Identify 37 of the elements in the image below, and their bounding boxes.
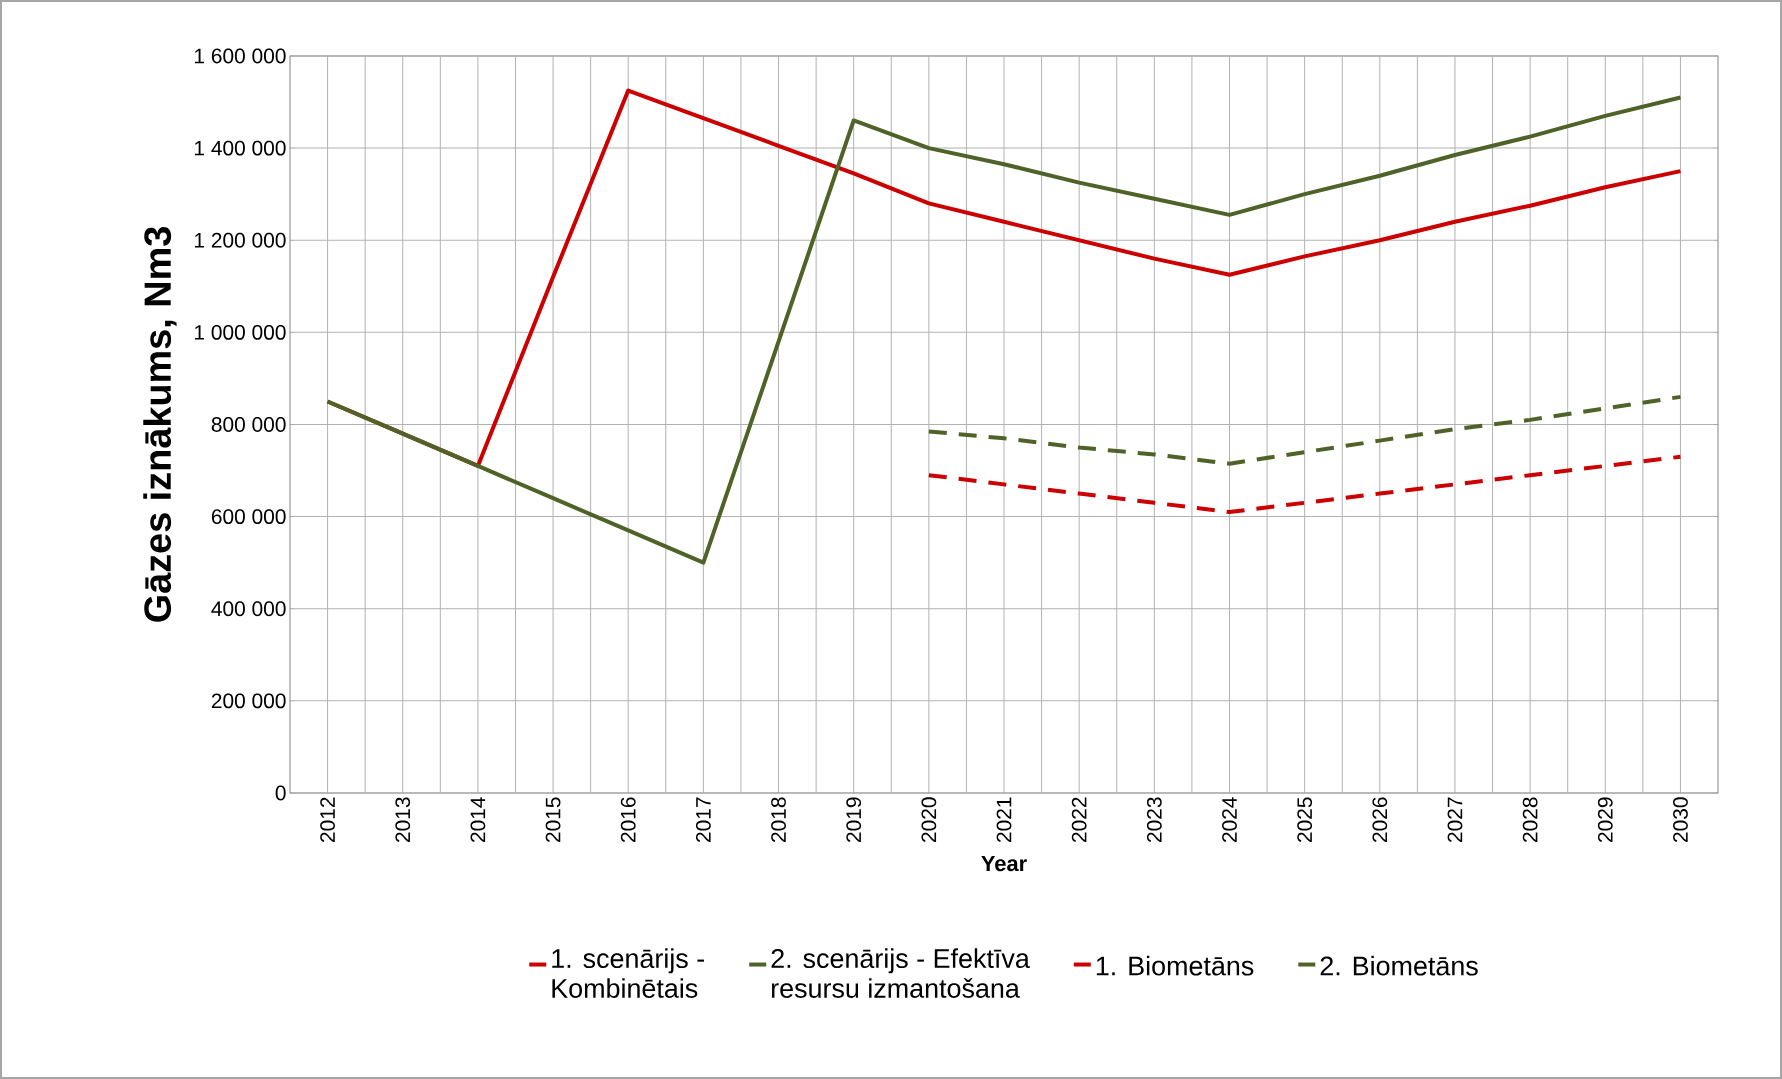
x-tick-label: 2022 — [1071, 797, 1087, 843]
legend-label: 1. Biometāns — [1096, 955, 1254, 976]
x-tick-label: 2027 — [1447, 797, 1463, 843]
x-tick-label: 2026 — [1372, 797, 1388, 843]
x-tick-label: 2028 — [1522, 797, 1538, 843]
legend-label: 2. Biometāns — [1320, 955, 1478, 976]
line-series — [926, 454, 1683, 515]
x-tick-label: 2012 — [320, 797, 335, 843]
x-tick-label: 2017 — [695, 797, 711, 843]
x-axis-title: Year — [981, 855, 1027, 872]
x-tick-label: 2018 — [771, 797, 786, 843]
x-tick-label: 2013 — [395, 797, 411, 843]
y-tick-label: 200 000 — [211, 693, 286, 709]
y-tick-label: 1 000 000 — [195, 324, 286, 340]
x-tick-label: 2014 — [470, 797, 486, 843]
y-axis-title: Gāzes iznākums, Nm3 — [143, 227, 177, 622]
y-tick-label: 600 000 — [211, 509, 286, 525]
y-tick-label: 800 000 — [211, 417, 286, 432]
line-series — [926, 394, 1683, 466]
x-tick-label: 2025 — [1297, 797, 1313, 843]
x-tick-label: 2029 — [1597, 797, 1613, 843]
y-tick-label: 1 600 000 — [195, 48, 286, 64]
x-tick-label: 2030 — [1673, 797, 1688, 843]
x-tick-label: 2024 — [1222, 797, 1237, 843]
legend-label: 2. scenārijs - Efektīva resursu izmantošana — [771, 948, 1030, 998]
y-tick-label: 400 000 — [211, 601, 286, 617]
x-tick-label: 2023 — [1146, 797, 1162, 843]
x-tick-label: 2019 — [846, 797, 862, 843]
x-tick-label: 2021 — [996, 797, 1012, 843]
y-tick-label: 1 200 000 — [195, 232, 286, 248]
line-series — [325, 95, 1683, 565]
y-tick-label: 0 — [275, 785, 286, 801]
x-tick-label: 2015 — [545, 797, 561, 843]
legend-label: 1. scenārijs - Kombinētais — [552, 948, 704, 998]
x-tick-label: 2020 — [921, 797, 937, 843]
y-tick-label: 1 400 000 — [195, 140, 286, 156]
x-tick-label: 2016 — [620, 797, 636, 843]
